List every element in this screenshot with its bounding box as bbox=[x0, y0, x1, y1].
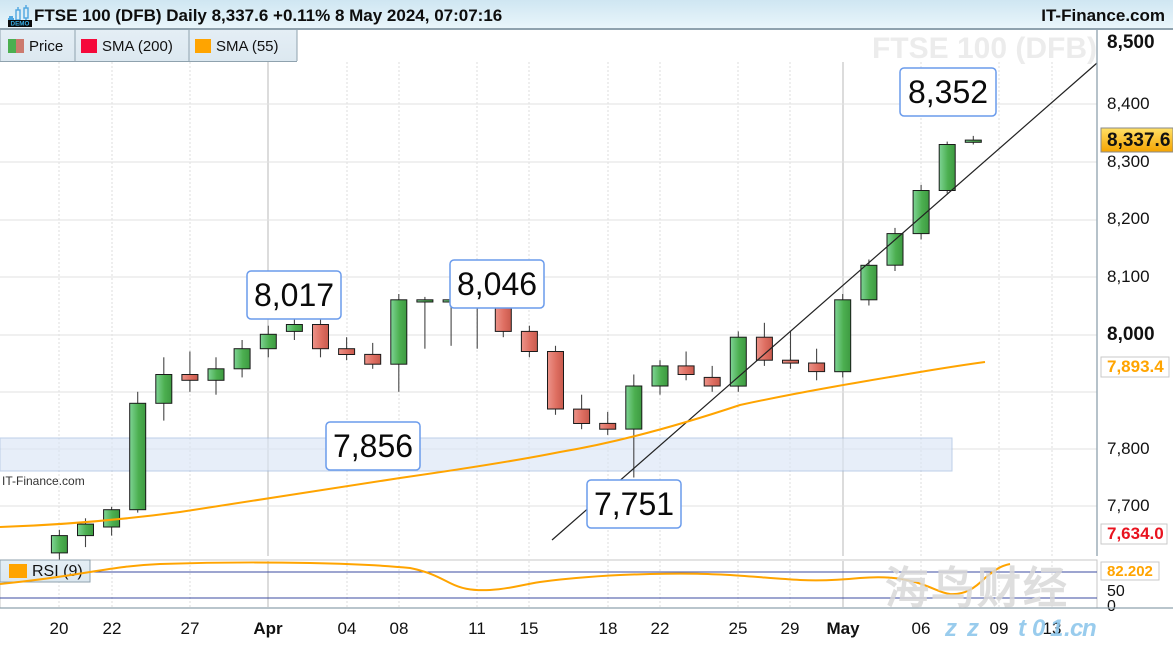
svg-text:IT-Finance.com: IT-Finance.com bbox=[2, 474, 85, 488]
svg-text:15: 15 bbox=[520, 619, 539, 638]
svg-text:8,352: 8,352 bbox=[908, 74, 988, 110]
svg-text:0: 0 bbox=[1032, 615, 1046, 642]
svg-text:8,500: 8,500 bbox=[1107, 32, 1155, 53]
svg-text:22: 22 bbox=[651, 619, 670, 638]
svg-text:7,634.0: 7,634.0 bbox=[1107, 524, 1164, 543]
svg-text:20: 20 bbox=[50, 619, 69, 638]
svg-text:n: n bbox=[1082, 615, 1097, 642]
svg-text:8,400: 8,400 bbox=[1107, 94, 1150, 113]
svg-text:8,000: 8,000 bbox=[1107, 324, 1155, 345]
svg-text:8,337.6: 8,337.6 bbox=[1107, 130, 1170, 151]
svg-text:FTSE 100 (DFB) Daily 8,337.6 +: FTSE 100 (DFB) Daily 8,337.6 +0.11% 8 Ma… bbox=[34, 6, 502, 25]
svg-text:29: 29 bbox=[781, 619, 800, 638]
svg-text:May: May bbox=[826, 619, 860, 638]
svg-text:SMA (200): SMA (200) bbox=[102, 38, 173, 55]
svg-text:08: 08 bbox=[390, 619, 409, 638]
svg-text:25: 25 bbox=[729, 619, 748, 638]
svg-text:DEMO: DEMO bbox=[11, 21, 30, 28]
svg-text:82.202: 82.202 bbox=[1107, 563, 1153, 580]
svg-text:Apr: Apr bbox=[253, 619, 283, 638]
svg-text:8,200: 8,200 bbox=[1107, 209, 1150, 228]
svg-text:7,751: 7,751 bbox=[594, 486, 674, 522]
svg-text:7,700: 7,700 bbox=[1107, 496, 1150, 515]
svg-text:SMA (55): SMA (55) bbox=[216, 38, 279, 55]
svg-text:Price: Price bbox=[29, 38, 63, 55]
svg-text:04: 04 bbox=[338, 619, 357, 638]
svg-text:22: 22 bbox=[103, 619, 122, 638]
svg-text:z: z bbox=[944, 615, 957, 642]
svg-text:8,046: 8,046 bbox=[457, 266, 537, 302]
svg-text:7,800: 7,800 bbox=[1107, 439, 1150, 458]
svg-text:11: 11 bbox=[468, 619, 486, 638]
svg-text:18: 18 bbox=[599, 619, 618, 638]
svg-text:09: 09 bbox=[990, 619, 1009, 638]
svg-text:8,017: 8,017 bbox=[254, 277, 334, 313]
svg-text:FTSE 100 (DFB): FTSE 100 (DFB) bbox=[872, 32, 1097, 65]
svg-text:IT-Finance.com: IT-Finance.com bbox=[1041, 6, 1165, 25]
svg-text:0: 0 bbox=[1107, 598, 1116, 615]
svg-text:海鸟财经: 海鸟财经 bbox=[885, 564, 1069, 613]
svg-text:1: 1 bbox=[1050, 615, 1063, 642]
svg-text:8,300: 8,300 bbox=[1107, 152, 1150, 171]
svg-text:8,100: 8,100 bbox=[1107, 267, 1150, 286]
svg-text:06: 06 bbox=[912, 619, 931, 638]
svg-text:7,856: 7,856 bbox=[333, 428, 413, 464]
svg-text:z: z bbox=[966, 615, 979, 642]
svg-text:7,893.4: 7,893.4 bbox=[1107, 357, 1164, 376]
svg-text:27: 27 bbox=[181, 619, 200, 638]
svg-text:t: t bbox=[1018, 615, 1027, 642]
